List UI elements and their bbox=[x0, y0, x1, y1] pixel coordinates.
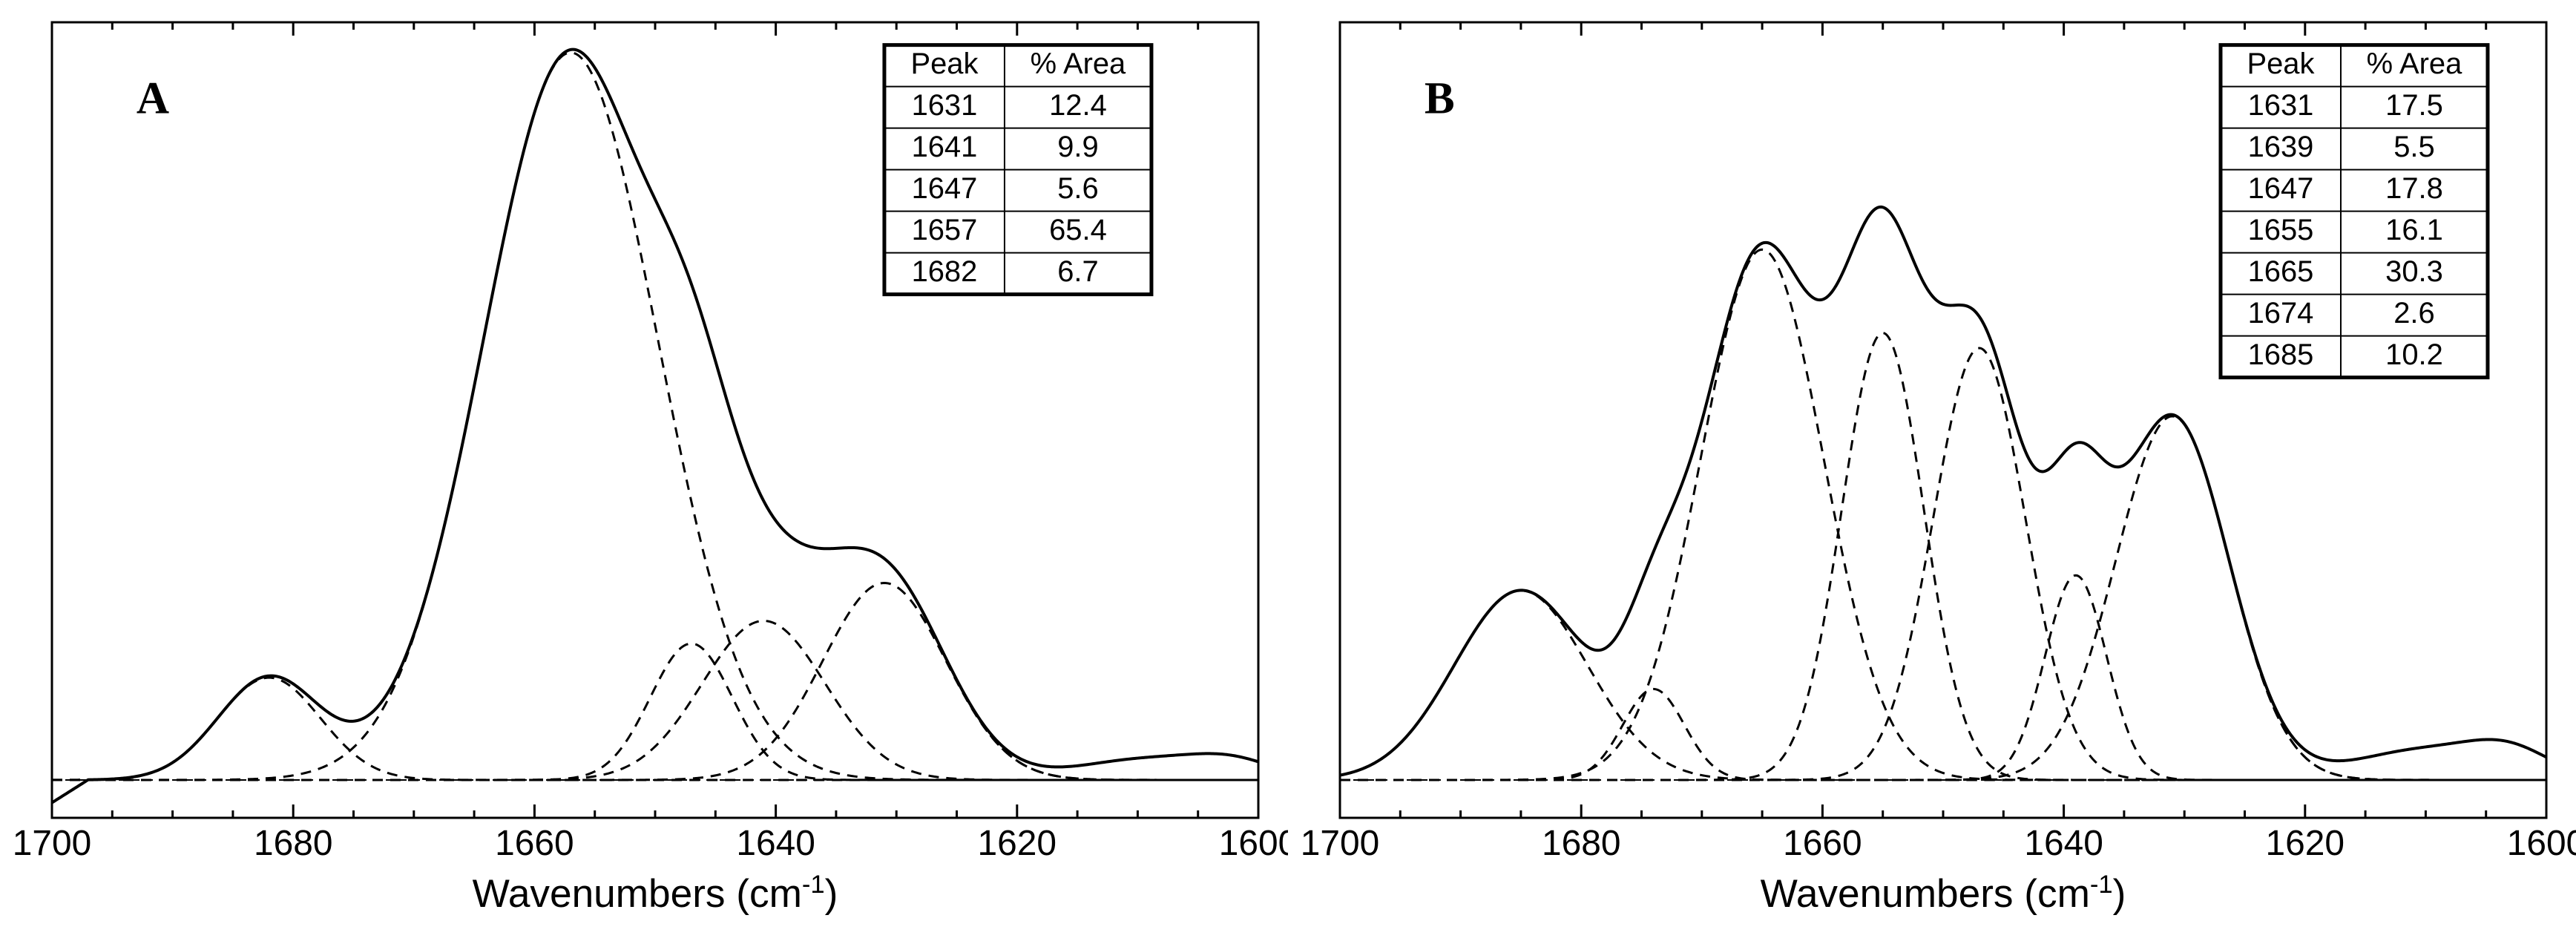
chart-a: 1700 1680 1660 1640 1620 1600 Wavenumbers (cm-… bbox=[0, 0, 1288, 944]
svg-text:1639: 1639 bbox=[2248, 131, 2314, 163]
svg-text:1700: 1700 bbox=[1301, 824, 1380, 863]
svg-text:1685: 1685 bbox=[2248, 338, 2314, 371]
svg-text:Wavenumbers (cm-1): Wavenumbers (cm-1) bbox=[473, 871, 838, 916]
svg-text:17.5: 17.5 bbox=[2385, 89, 2443, 122]
svg-text:17.8: 17.8 bbox=[2385, 172, 2443, 205]
svg-text:B: B bbox=[1425, 73, 1455, 124]
panel-a: 1700 1680 1660 1640 1620 1600 Wavenumbers (cm-… bbox=[0, 0, 1288, 944]
chart-b: 1700 1680 1660 1640 1620 1600 Wavenumbers (cm-… bbox=[1288, 0, 2576, 944]
svg-text:% Area: % Area bbox=[1031, 47, 1126, 80]
svg-text:1682: 1682 bbox=[912, 255, 978, 288]
svg-text:1640: 1640 bbox=[2024, 824, 2103, 863]
svg-text:A: A bbox=[137, 73, 169, 124]
svg-text:10.2: 10.2 bbox=[2385, 338, 2443, 371]
panel-b: 1700 1680 1660 1640 1620 1600 Wavenumbers (cm-… bbox=[1288, 0, 2576, 944]
svg-text:2.6: 2.6 bbox=[2393, 297, 2434, 330]
svg-text:Peak: Peak bbox=[2247, 47, 2315, 80]
svg-text:1600: 1600 bbox=[1219, 824, 1288, 863]
svg-text:1647: 1647 bbox=[2248, 172, 2314, 205]
svg-text:1631: 1631 bbox=[2248, 89, 2314, 122]
svg-text:Peak: Peak bbox=[910, 47, 978, 80]
svg-text:16.1: 16.1 bbox=[2385, 214, 2443, 246]
svg-text:1680: 1680 bbox=[1542, 824, 1621, 863]
svg-text:1674: 1674 bbox=[2248, 297, 2314, 330]
svg-text:1660: 1660 bbox=[1783, 824, 1862, 863]
svg-text:5.6: 5.6 bbox=[1057, 172, 1098, 205]
svg-text:5.5: 5.5 bbox=[2393, 131, 2434, 163]
svg-text:9.9: 9.9 bbox=[1057, 131, 1098, 163]
svg-text:1640: 1640 bbox=[736, 824, 815, 863]
svg-text:1600: 1600 bbox=[2507, 824, 2576, 863]
svg-text:6.7: 6.7 bbox=[1057, 255, 1098, 288]
svg-text:1657: 1657 bbox=[912, 214, 978, 246]
svg-text:12.4: 12.4 bbox=[1049, 89, 1107, 122]
figure: 1700 1680 1660 1640 1620 1600 Wavenumbers (cm-… bbox=[0, 0, 2576, 944]
svg-text:1620: 1620 bbox=[978, 824, 1057, 863]
svg-text:1655: 1655 bbox=[2248, 214, 2314, 246]
svg-text:65.4: 65.4 bbox=[1049, 214, 1107, 246]
svg-text:30.3: 30.3 bbox=[2385, 255, 2443, 288]
svg-text:1631: 1631 bbox=[912, 89, 978, 122]
svg-text:1665: 1665 bbox=[2248, 255, 2314, 288]
svg-text:1647: 1647 bbox=[912, 172, 978, 205]
svg-text:1620: 1620 bbox=[2266, 824, 2345, 863]
svg-text:1680: 1680 bbox=[254, 824, 333, 863]
svg-text:1660: 1660 bbox=[495, 824, 574, 863]
svg-text:% Area: % Area bbox=[2367, 47, 2462, 80]
svg-text:1641: 1641 bbox=[912, 131, 978, 163]
svg-text:Wavenumbers (cm-1): Wavenumbers (cm-1) bbox=[1761, 871, 2126, 916]
svg-text:1700: 1700 bbox=[13, 824, 92, 863]
